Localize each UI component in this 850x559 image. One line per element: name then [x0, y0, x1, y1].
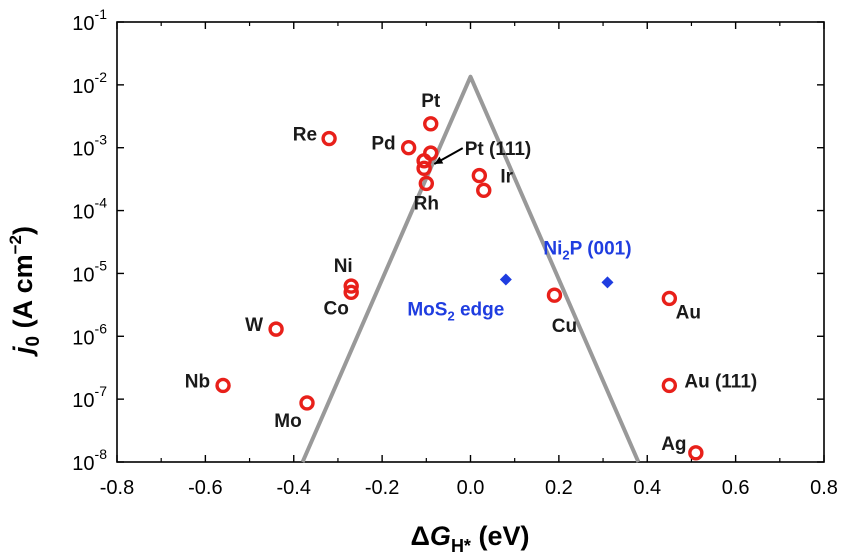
y-tick-base: 10 — [72, 390, 94, 412]
x-axis-var: G — [430, 521, 451, 551]
label-post: P (001) — [570, 238, 632, 259]
y-axis-unit-post: ) — [8, 226, 38, 235]
axes: -0.8 -0.6 -0.4 -0.2 0.0 0.2 0.4 0.6 0.810-110-21… — [72, 6, 838, 499]
x-tick-label: 0.0 — [457, 477, 485, 499]
y-tick-exponent: -2 — [95, 69, 108, 85]
label-sub: 2 — [447, 309, 454, 324]
volcano-line — [300, 74, 641, 463]
y-tick-base: 10 — [72, 264, 94, 286]
diamond-point-label: MoS2 edge — [407, 300, 504, 324]
y-tick-label: 10-5 — [72, 257, 107, 286]
data-point-diamond — [499, 273, 512, 286]
point-label: Ni — [334, 256, 353, 277]
point-label: Ir — [500, 167, 513, 188]
data-points-layer — [215, 116, 704, 461]
y-axis-unit-sup: −2 — [6, 235, 25, 254]
x-tick-label: 0.2 — [545, 477, 573, 499]
y-tick-exponent: -3 — [95, 132, 108, 148]
diamond-point-label: Ni2P (001) — [543, 238, 631, 262]
y-tick-label: 10-1 — [72, 6, 107, 35]
x-tick-label: 0.4 — [633, 477, 661, 499]
data-point-circle — [416, 153, 432, 169]
data-point-circle — [418, 175, 435, 192]
point-label: Au — [676, 302, 701, 323]
point-label: Co — [324, 298, 349, 319]
data-point-circle — [423, 116, 439, 132]
data-point-circle — [343, 278, 359, 294]
data-point-diamond — [601, 276, 614, 289]
label-sub: 2 — [562, 247, 569, 262]
x-tick-label: -0.8 — [100, 477, 134, 499]
data-point-circle — [688, 445, 704, 461]
y-tick-exponent: -6 — [95, 320, 108, 336]
y-tick-base: 10 — [72, 453, 94, 475]
y-tick-label: 10-3 — [72, 132, 107, 161]
x-tick-label: 0.8 — [810, 477, 838, 499]
volcano-curve-layer — [300, 74, 641, 463]
y-tick-base: 10 — [72, 13, 94, 35]
point-label: Ag — [661, 434, 686, 455]
data-point-circle — [343, 284, 359, 301]
y-tick-base: 10 — [72, 327, 94, 349]
y-tick-exponent: -4 — [95, 195, 108, 211]
point-label: Rh — [414, 193, 439, 214]
y-tick-exponent: -8 — [95, 446, 108, 462]
y-tick-label: 10-8 — [72, 446, 107, 475]
y-tick-label: 10-2 — [72, 69, 107, 98]
point-label: Pd — [371, 134, 395, 155]
y-tick-base: 10 — [72, 76, 94, 98]
data-point-circle — [400, 140, 417, 156]
data-point-circle — [215, 377, 231, 394]
y-axis-sub: 0 — [23, 336, 44, 347]
point-labels-layer: Pt Re Pd Pt (111) Rh Ir Ni Co W Nb Mo Cu Au Au (111) A… — [185, 91, 757, 455]
point-label: Nb — [185, 371, 210, 392]
point-label: Pt — [421, 91, 441, 112]
y-tick-base: 10 — [72, 202, 94, 224]
data-point-circle — [471, 167, 488, 184]
label-post: edge — [455, 300, 505, 321]
y-tick-exponent: -5 — [95, 257, 108, 273]
y-tick-label: 10-6 — [72, 320, 107, 349]
data-point-circle — [661, 290, 678, 307]
y-axis-unit-pre: (A cm — [8, 254, 38, 336]
point-label: Au (111) — [684, 371, 757, 392]
pt111-arrow-head — [434, 156, 444, 165]
data-point-circle — [416, 160, 432, 177]
x-axis-title: ΔGH* (eV) — [411, 521, 530, 556]
data-point-circle — [546, 287, 563, 303]
y-tick-exponent: -1 — [95, 6, 108, 22]
data-point-circle — [321, 130, 337, 147]
y-tick-exponent: -7 — [95, 383, 108, 399]
x-tick-label: -0.4 — [277, 477, 311, 499]
point-label: Mo — [274, 411, 301, 432]
data-point-circle — [661, 377, 678, 394]
x-axis-prefix: Δ — [411, 521, 430, 551]
x-axis-sub: H* — [451, 536, 471, 556]
x-tick-label: -0.6 — [188, 477, 222, 499]
y-axis-title: j0 (A cm−2) — [6, 226, 44, 357]
label-main: Ni — [543, 238, 562, 259]
x-tick-label: -0.2 — [365, 477, 399, 499]
x-tick-label: 0.6 — [722, 477, 750, 499]
point-label: Cu — [552, 316, 577, 337]
point-label: W — [245, 315, 263, 336]
x-axis-unit: (eV) — [471, 521, 530, 551]
plot-frame — [116, 21, 825, 463]
label-main: MoS — [407, 300, 447, 321]
y-axis-var: j — [8, 346, 38, 357]
data-point-circle — [299, 395, 315, 411]
point-label: Pt (111) — [465, 139, 532, 160]
y-tick-base: 10 — [72, 139, 94, 161]
data-point-circle — [476, 182, 492, 199]
y-tick-label: 10-7 — [72, 383, 107, 412]
y-tick-label: 10-4 — [72, 195, 107, 224]
data-point-circle — [268, 321, 284, 337]
point-label: Re — [293, 125, 317, 146]
